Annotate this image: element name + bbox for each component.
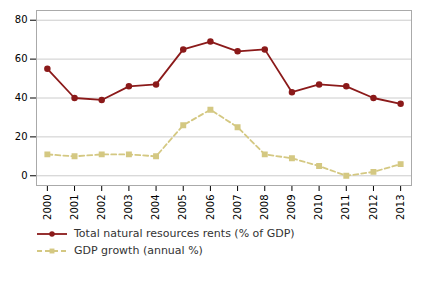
svg-text:60: 60 — [15, 53, 28, 64]
svg-text:2006: 2006 — [205, 195, 216, 220]
svg-text:2009: 2009 — [286, 195, 297, 220]
svg-text:2005: 2005 — [177, 195, 188, 220]
svg-text:2004: 2004 — [150, 195, 161, 220]
html-text:Total natural resources rents: Total natural resources rents (% of GDP) — [74, 227, 295, 240]
svg-text:80: 80 — [15, 14, 28, 25]
html-text:GDP growth (annual %): GDP growth (annual %) — [74, 244, 203, 257]
svg-text:40: 40 — [15, 92, 28, 103]
svg-text:2001: 2001 — [69, 195, 80, 220]
svg-text:2012: 2012 — [368, 195, 379, 220]
svg-text:20: 20 — [15, 131, 28, 142]
svg-text:2003: 2003 — [123, 195, 134, 220]
svg-text:2010: 2010 — [313, 195, 324, 220]
svg-text:2013: 2013 — [395, 195, 406, 220]
svg-text:2011: 2011 — [340, 195, 351, 220]
svg-text:2008: 2008 — [259, 195, 270, 220]
svg-text:2002: 2002 — [96, 195, 107, 220]
svg-text:2007: 2007 — [232, 195, 243, 220]
svg-text:2000: 2000 — [42, 195, 53, 220]
svg-text:0: 0 — [21, 170, 27, 181]
